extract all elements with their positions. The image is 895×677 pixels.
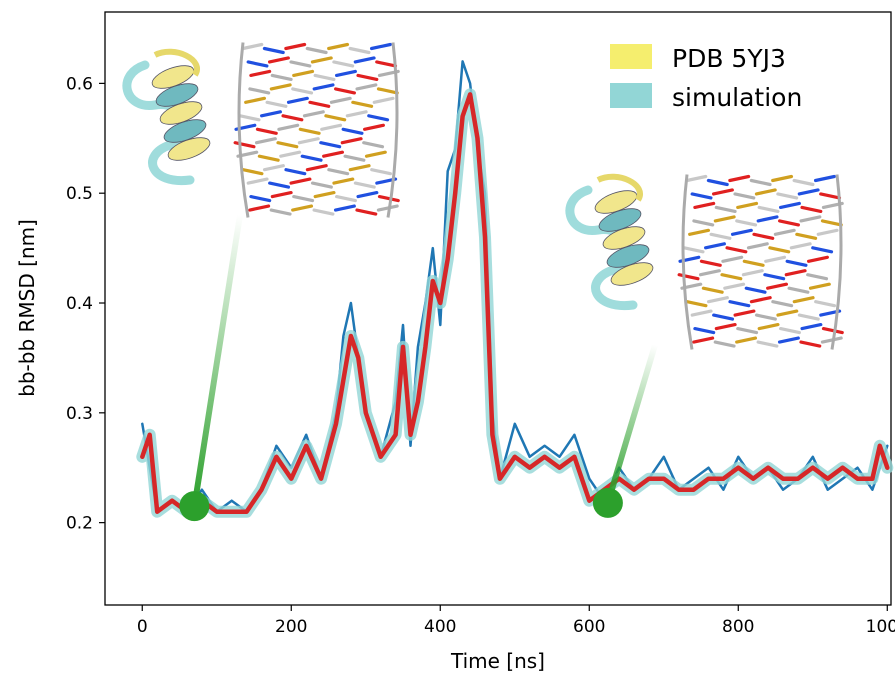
y-tick-label: 0.4	[66, 294, 93, 314]
x-tick-label: 400	[424, 617, 456, 637]
leader-line-2	[605, 344, 658, 504]
highlight-marker-2	[592, 487, 623, 518]
x-tick-label: 0	[137, 617, 148, 637]
protein-structure-1	[122, 48, 211, 186]
x-tick-label: 200	[275, 617, 307, 637]
legend-label-simulation: simulation	[672, 83, 802, 112]
molecular-structure-illustrations	[122, 42, 844, 522]
highlight-marker-1	[179, 491, 210, 522]
y-tick-label: 0.2	[66, 514, 93, 534]
legend: PDB 5YJ3 simulation	[610, 44, 802, 112]
protein-structure-2	[565, 173, 654, 311]
dna-structure-1	[233, 42, 400, 218]
dna-structure-2	[677, 174, 844, 350]
legend-swatch-simulation	[610, 83, 652, 108]
smoothed-rmsd-line	[140, 92, 890, 514]
legend-label-pdb: PDB 5YJ3	[672, 44, 786, 73]
y-axis-title: bb-bb RMSD [nm]	[15, 219, 39, 397]
y-tick-label: 0.6	[66, 74, 93, 94]
y-tick-label: 0.5	[66, 184, 93, 204]
x-tick-label: 600	[573, 617, 605, 637]
leader-line-1	[191, 214, 243, 507]
legend-swatch-pdb	[610, 44, 652, 69]
series-layer	[136, 60, 894, 518]
x-axis-title: Time [ns]	[450, 649, 545, 673]
y-tick-label: 0.3	[66, 404, 93, 424]
x-tick-label: 800	[722, 617, 754, 637]
